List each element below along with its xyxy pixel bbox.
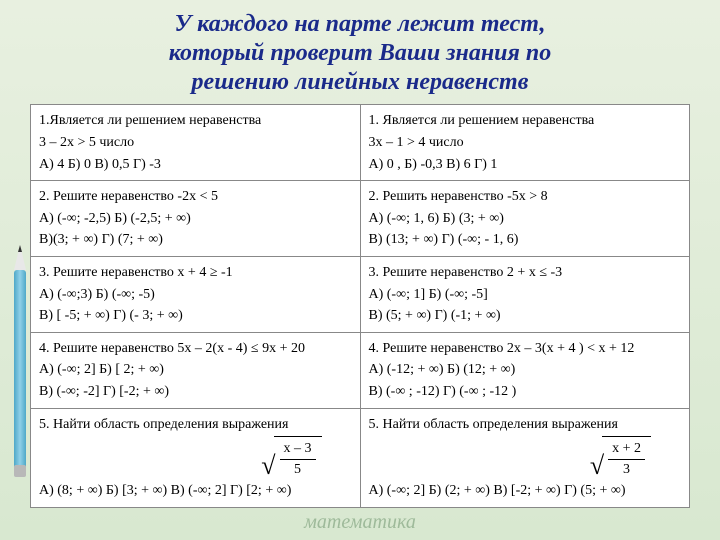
fraction-numerator: x + 2	[608, 439, 645, 460]
table-row: 1.Является ли решением неравенства 3 – 2…	[31, 105, 690, 181]
title-line-2: который проверит Ваши знания по	[169, 40, 551, 66]
test-table: 1.Является ли решением неравенства 3 – 2…	[30, 104, 690, 508]
question-text: 2. Решить неравенство -5x > 8	[369, 187, 682, 207]
answers-text: В)(3; + ∞) Г) (7; + ∞)	[39, 230, 352, 250]
answers-text: В) (-∞ ; -12) Г) (-∞ ; -12 )	[369, 382, 682, 402]
formula: √ x + 2 3	[369, 436, 682, 479]
table-row: 4. Решите неравенство 5x – 2(x - 4) ≤ 9x…	[31, 332, 690, 408]
table-row: 2. Решите неравенство -2x < 5 А) (-∞; -2…	[31, 181, 690, 257]
answers-text: А) (-∞; -2,5) Б) (-2,5; + ∞)	[39, 209, 352, 229]
question-text: 5. Найти область определения выражения	[369, 415, 682, 435]
formula: √ x – 3 5	[39, 436, 352, 479]
answers-text: А) (-∞; 2] Б) (2; + ∞) В) [-2; + ∞) Г) (…	[369, 481, 682, 501]
fraction-denominator: 5	[280, 460, 316, 480]
answers-text: А) (-∞;3) Б) (-∞; -5)	[39, 285, 352, 305]
title-line-1: У каждого на парте лежит тест,	[174, 11, 545, 37]
answers-text: В) (13; + ∞) Г) (-∞; - 1, 6)	[369, 230, 682, 250]
cell-3-right: 3. Решите неравенство 2 + x ≤ -3 А) (-∞;…	[360, 256, 690, 332]
question-text: 5. Найти область определения выражения	[39, 415, 352, 435]
question-text: 3x – 1 > 4 число	[369, 133, 682, 153]
cell-4-left: 4. Решите неравенство 5x – 2(x - 4) ≤ 9x…	[31, 332, 361, 408]
footer-watermark: математика	[0, 511, 720, 534]
answers-text: А) (-12; + ∞) Б) (12; + ∞)	[369, 360, 682, 380]
question-text: 1.Является ли решением неравенства	[39, 111, 352, 131]
answers-text: А) (-∞; 1] Б) (-∞; -5]	[369, 285, 682, 305]
answers-text: В) [ -5; + ∞) Г) (- 3; + ∞)	[39, 306, 352, 326]
cell-5-left: 5. Найти область определения выражения √…	[31, 408, 361, 507]
table-row: 3. Решите неравенство x + 4 ≥ -1 А) (-∞;…	[31, 256, 690, 332]
question-text: 3 – 2x > 5 число	[39, 133, 352, 153]
question-text: 4. Решите неравенство 2x – 3(x + 4 ) < x…	[369, 339, 682, 359]
answers-text: А) (-∞; 1, 6) Б) (3; + ∞)	[369, 209, 682, 229]
cell-1-left: 1.Является ли решением неравенства 3 – 2…	[31, 105, 361, 181]
answers-text: А) 4 Б) 0 В) 0,5 Г) -3	[39, 155, 352, 175]
question-text: 3. Решите неравенство 2 + x ≤ -3	[369, 263, 682, 283]
table-row: 5. Найти область определения выражения √…	[31, 408, 690, 507]
cell-1-right: 1. Является ли решением неравенства 3x –…	[360, 105, 690, 181]
answers-text: В) (5; + ∞) Г) (-1; + ∞)	[369, 306, 682, 326]
answers-text: А) (8; + ∞) Б) [3; + ∞) В) (-∞; 2] Г) [2…	[39, 481, 352, 501]
fraction-denominator: 3	[608, 460, 645, 480]
cell-5-right: 5. Найти область определения выражения √…	[360, 408, 690, 507]
answers-text: А) (-∞; 2] Б) [ 2; + ∞)	[39, 360, 352, 380]
fraction-numerator: x – 3	[280, 439, 316, 460]
question-text: 3. Решите неравенство x + 4 ≥ -1	[39, 263, 352, 283]
answers-text: В) (-∞; -2] Г) [-2; + ∞)	[39, 382, 352, 402]
question-text: 4. Решите неравенство 5x – 2(x - 4) ≤ 9x…	[39, 339, 352, 359]
title-line-3: решению линейных неравенств	[192, 69, 529, 95]
cell-4-right: 4. Решите неравенство 2x – 3(x + 4 ) < x…	[360, 332, 690, 408]
answers-text: А) 0 , Б) -0,3 В) 6 Г) 1	[369, 155, 682, 175]
page-title: У каждого на парте лежит тест, который п…	[0, 0, 720, 104]
cell-2-left: 2. Решите неравенство -2x < 5 А) (-∞; -2…	[31, 181, 361, 257]
pen-icon	[6, 240, 34, 500]
cell-3-left: 3. Решите неравенство x + 4 ≥ -1 А) (-∞;…	[31, 256, 361, 332]
cell-2-right: 2. Решить неравенство -5x > 8 А) (-∞; 1,…	[360, 181, 690, 257]
question-text: 1. Является ли решением неравенства	[369, 111, 682, 131]
question-text: 2. Решите неравенство -2x < 5	[39, 187, 352, 207]
